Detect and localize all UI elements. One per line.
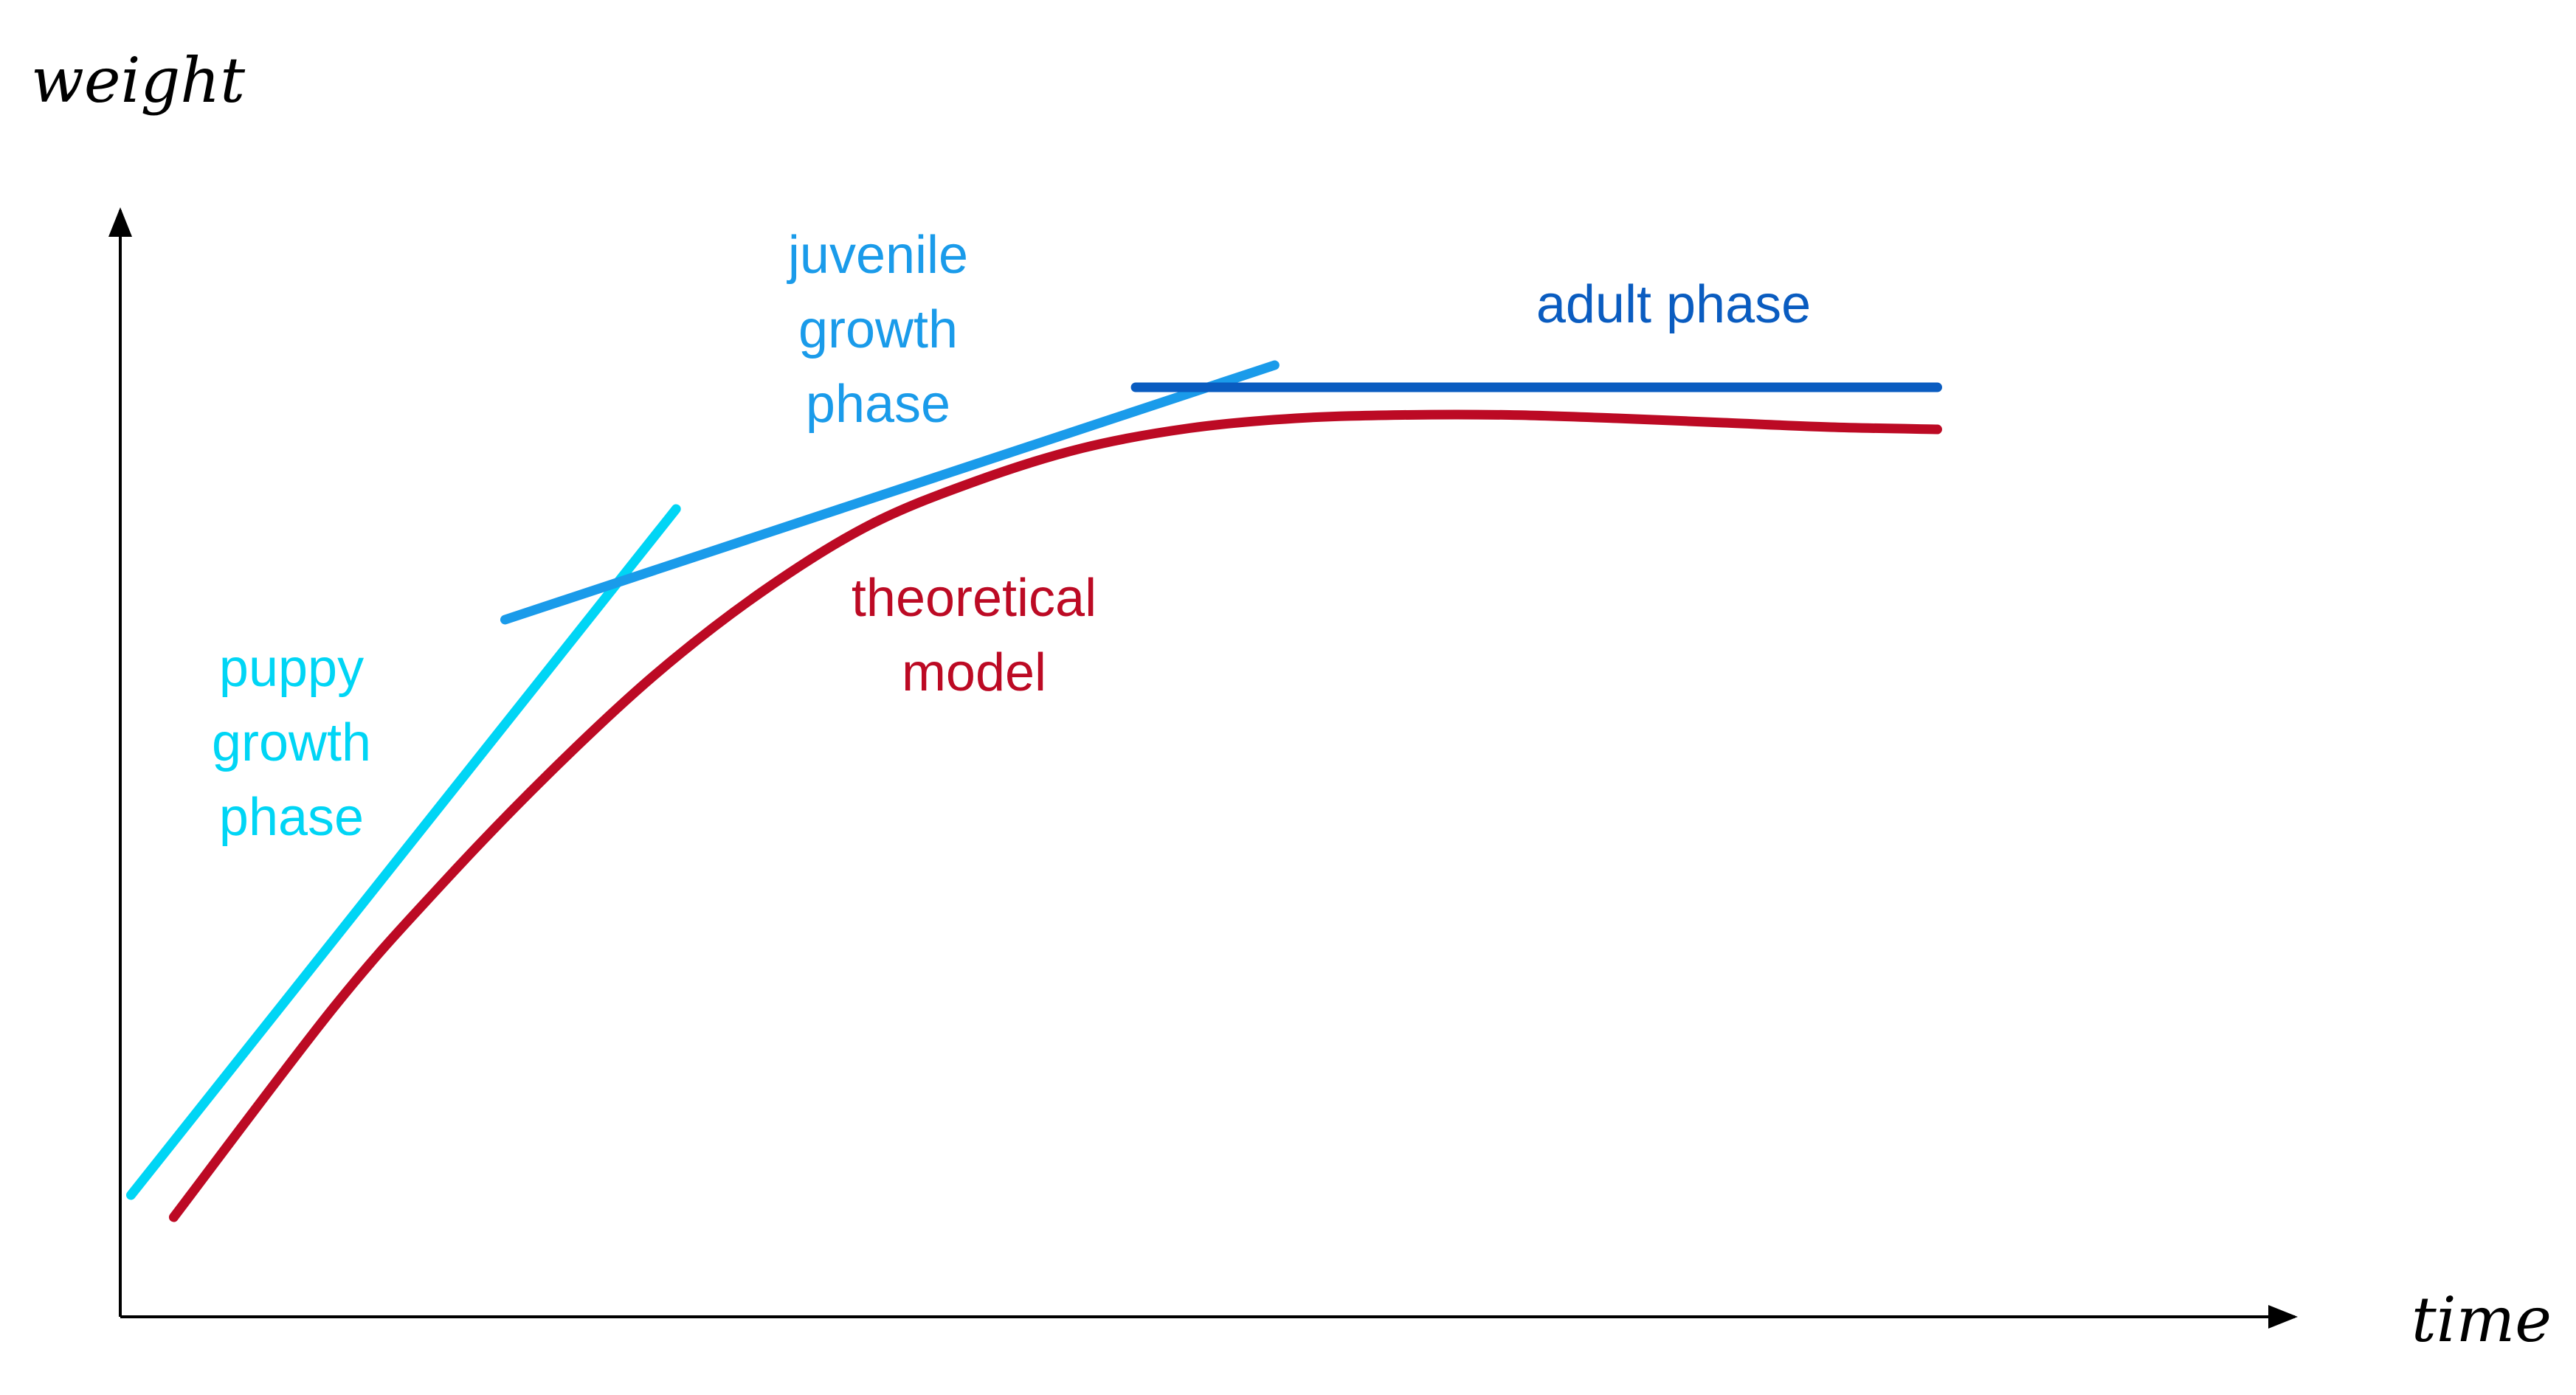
series-line-puppy-growth-phase [125, 504, 681, 1200]
y-axis-title: weight [31, 44, 245, 117]
series-line-juvenile-growth-phase [500, 360, 1280, 625]
series-line-theoretical-model [168, 409, 1942, 1222]
series-labels: puppy growth phase juvenile growth phase adult… [212, 226, 1811, 847]
series-label-line: growth [212, 713, 371, 772]
series-label-adult-phase: adult phase [1536, 275, 1811, 334]
series-label-line: theoretical [852, 569, 1097, 628]
series-label-line: phase [219, 788, 364, 847]
series-label-line: adult phase [1536, 275, 1811, 334]
x-axis-title: time [2411, 1284, 2552, 1356]
series-label-theoretical-model: theoretical model [852, 569, 1097, 702]
series-label-line: growth [798, 300, 958, 359]
series-label-line: model [902, 643, 1046, 702]
series-label-puppy-growth-phase: puppy growth phase [212, 639, 371, 847]
series-label-line: phase [806, 375, 950, 434]
series-label-line: juvenile [787, 226, 968, 285]
series-layer [125, 360, 1942, 1222]
series-label-line: puppy [219, 639, 364, 698]
series-label-juvenile-growth-phase: juvenile growth phase [787, 226, 968, 434]
